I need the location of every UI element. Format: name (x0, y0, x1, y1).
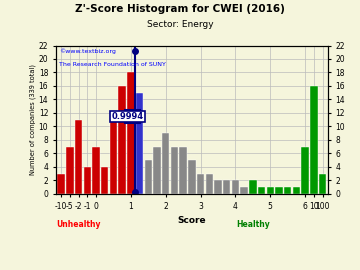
Bar (232, 180, 239, 194)
Bar (284, 187, 291, 194)
Text: 0.9994: 0.9994 (111, 112, 143, 121)
Bar (249, 180, 257, 194)
Bar (310, 86, 318, 194)
Bar (110, 120, 117, 194)
Bar (223, 180, 230, 194)
Bar (75, 120, 82, 194)
Bar (101, 167, 108, 194)
Text: Healthy: Healthy (236, 220, 270, 228)
Text: The Research Foundation of SUNY: The Research Foundation of SUNY (59, 62, 166, 67)
Bar (145, 160, 152, 194)
Bar (275, 187, 283, 194)
Bar (136, 93, 143, 194)
Bar (84, 167, 91, 194)
Bar (188, 160, 195, 194)
X-axis label: Score: Score (177, 216, 206, 225)
Text: Sector: Energy: Sector: Energy (147, 20, 213, 29)
Bar (162, 133, 170, 194)
Bar (127, 72, 135, 194)
Bar (171, 147, 178, 194)
Bar (197, 174, 204, 194)
Bar (266, 187, 274, 194)
Bar (240, 187, 248, 194)
Bar (92, 147, 100, 194)
Text: Z'-Score Histogram for CWEI (2016): Z'-Score Histogram for CWEI (2016) (75, 4, 285, 14)
Y-axis label: Number of companies (339 total): Number of companies (339 total) (30, 64, 36, 175)
Bar (179, 147, 187, 194)
Bar (214, 180, 222, 194)
Text: Unhealthy: Unhealthy (57, 220, 101, 228)
Bar (58, 174, 65, 194)
Bar (301, 147, 309, 194)
Bar (258, 187, 265, 194)
Bar (153, 147, 161, 194)
Text: ©www.textbiz.org: ©www.textbiz.org (59, 49, 116, 54)
Bar (206, 174, 213, 194)
Bar (118, 86, 126, 194)
Bar (293, 187, 300, 194)
Bar (319, 174, 326, 194)
Bar (66, 147, 73, 194)
